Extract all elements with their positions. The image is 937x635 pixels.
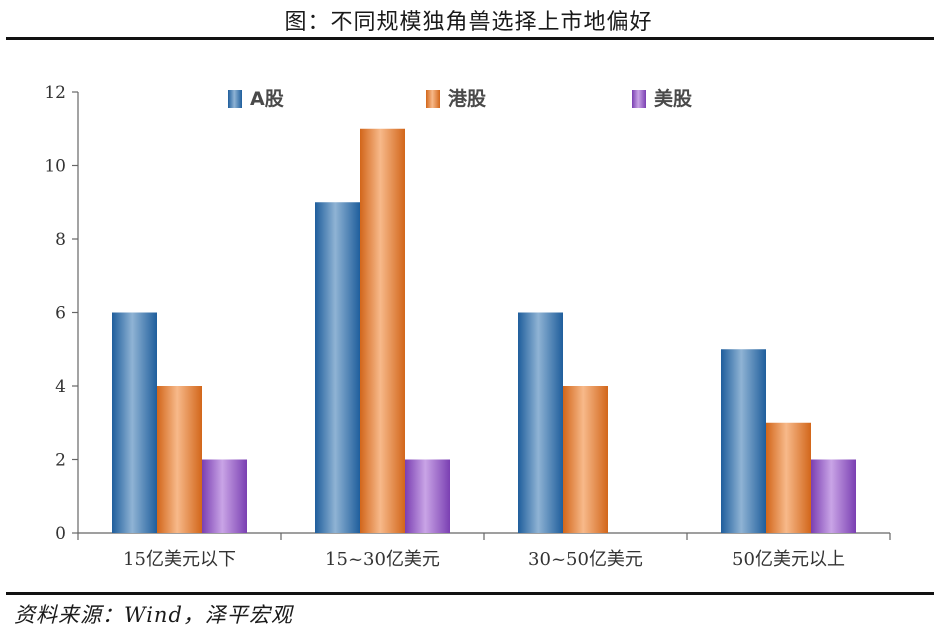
bar-A股-15~30亿美元 xyxy=(315,202,360,533)
x-category-label: 15亿美元以下 xyxy=(123,549,236,570)
bar-港股-50亿美元以上 xyxy=(766,422,811,533)
bar-港股-30~50亿美元 xyxy=(563,386,608,533)
y-tick-label: 8 xyxy=(55,230,66,250)
y-tick-label: 12 xyxy=(44,83,66,103)
bar-港股-15亿美元以下 xyxy=(157,386,202,533)
bar-美股-15亿美元以下 xyxy=(202,459,247,533)
legend-swatch xyxy=(426,90,440,108)
legend-label: A股 xyxy=(250,88,284,110)
bars xyxy=(112,128,856,533)
y-tick-label: 0 xyxy=(55,524,66,544)
chart-title: 图：不同规模独角兽选择上市地偏好 xyxy=(284,10,653,35)
x-category-label: 30~50亿美元 xyxy=(528,549,643,570)
y-tick-label: 2 xyxy=(55,451,66,471)
legend-swatch xyxy=(228,90,242,108)
source-note: 资料来源：Wind，泽平宏观 xyxy=(14,603,293,627)
bar-美股-50亿美元以上 xyxy=(811,459,856,533)
bottom-rule xyxy=(6,592,934,595)
top-rule xyxy=(6,37,934,40)
bar-美股-15~30亿美元 xyxy=(405,459,450,533)
bar-A股-15亿美元以下 xyxy=(112,312,157,533)
bar-A股-50亿美元以上 xyxy=(721,349,766,533)
x-category-label: 15~30亿美元 xyxy=(325,549,440,570)
legend-label: 港股 xyxy=(448,88,486,110)
legend-label: 美股 xyxy=(654,87,692,110)
legend: A股 港股 美股 xyxy=(228,87,692,110)
x-category-label: 50亿美元以上 xyxy=(732,549,845,570)
y-tick-label: 10 xyxy=(44,157,66,177)
legend-swatch xyxy=(632,90,646,108)
y-tick-label: 6 xyxy=(55,304,66,324)
bar-港股-15~30亿美元 xyxy=(360,128,405,533)
bar-A股-30~50亿美元 xyxy=(518,312,563,533)
y-tick-label: 4 xyxy=(55,377,66,397)
